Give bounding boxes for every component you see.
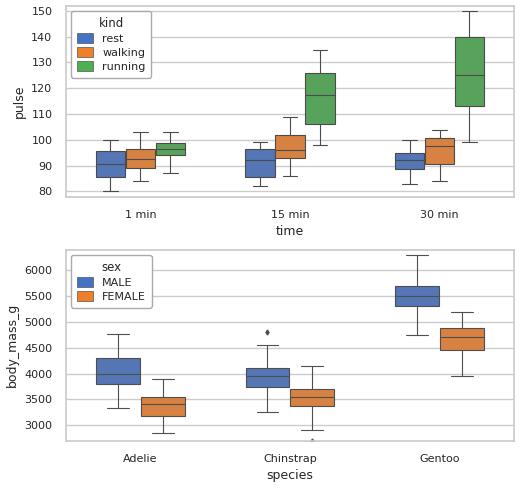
PathPatch shape (245, 149, 275, 177)
PathPatch shape (290, 389, 334, 407)
PathPatch shape (126, 149, 155, 167)
X-axis label: species: species (267, 469, 314, 482)
PathPatch shape (275, 135, 305, 158)
X-axis label: time: time (276, 225, 304, 238)
PathPatch shape (141, 397, 185, 416)
PathPatch shape (395, 153, 424, 169)
Legend: rest, walking, running: rest, walking, running (71, 11, 151, 78)
PathPatch shape (455, 37, 484, 106)
Legend: MALE, FEMALE: MALE, FEMALE (71, 255, 152, 307)
PathPatch shape (96, 358, 140, 384)
PathPatch shape (96, 151, 125, 177)
Y-axis label: pulse: pulse (12, 84, 25, 118)
PathPatch shape (155, 143, 185, 155)
PathPatch shape (305, 73, 334, 123)
PathPatch shape (245, 368, 290, 387)
PathPatch shape (440, 328, 484, 349)
PathPatch shape (395, 286, 439, 306)
Y-axis label: body_mass_g: body_mass_g (6, 303, 19, 387)
PathPatch shape (425, 138, 454, 163)
